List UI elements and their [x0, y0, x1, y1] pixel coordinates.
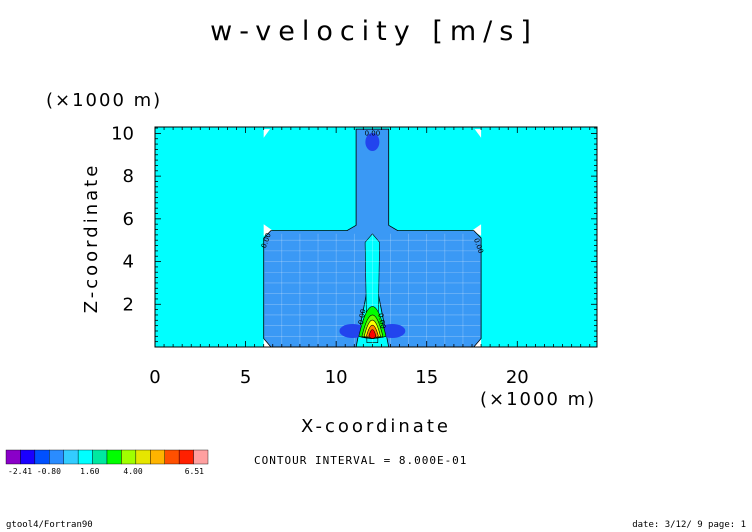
contour-label: 0.00: [376, 313, 387, 330]
colorbar-swatch: [5, 449, 21, 465]
colorbar-label: -0.80: [37, 467, 61, 476]
contour-label: 0.00: [365, 130, 381, 138]
x-tick-label: 15: [415, 367, 438, 388]
contour-field: 0.00 0.000.000.00 0.00: [155, 127, 597, 348]
y-unit-label: (×1000 m): [46, 90, 162, 111]
colorbar: -2.41 -0.80 1.60 4.00 6.51: [5, 449, 209, 476]
y-tick-label: 4: [123, 252, 134, 273]
colorbar-swatch: [20, 449, 36, 465]
blank-corner: [263, 129, 270, 138]
colorbar-label: 6.51: [185, 467, 204, 476]
colorbar-swatch: [164, 449, 180, 465]
contour-interval-label: CONTOUR INTERVAL = 8.000E-01: [254, 454, 467, 467]
y-tick-label: 6: [123, 209, 134, 230]
colorbar-swatch: [178, 449, 194, 465]
colorbar-swatch: [63, 449, 79, 465]
negative-lobe: [365, 132, 380, 151]
y-tick-label: 8: [123, 166, 134, 187]
colorbar-swatch: [150, 449, 165, 465]
positive-core-contour: [368, 329, 377, 339]
colorbar-swatch: [106, 449, 122, 465]
blank-corner: [472, 224, 482, 236]
footer-right: date: 3/12/ 9 page: 1: [632, 520, 746, 530]
y-axis-label: Z-coordinate: [81, 163, 102, 314]
colorbar-swatch: [77, 449, 93, 465]
x-unit-label: (×1000 m): [480, 389, 596, 410]
x-tick-label: 5: [240, 367, 251, 388]
colorbar-label: 4.00: [123, 467, 142, 476]
x-tick-label: 0: [149, 367, 160, 388]
x-tick-label: 10: [325, 367, 348, 388]
chart-title: w-velocity [m/s]: [210, 16, 538, 47]
colorbar-swatch: [121, 449, 137, 465]
colorbar-swatch: [92, 449, 108, 465]
colorbar-label: 1.60: [80, 467, 99, 476]
blank-corner: [474, 129, 482, 138]
y-tick-label: 10: [111, 123, 134, 144]
blank-corner: [263, 224, 273, 236]
footer-left: gtool4/Fortran90: [6, 520, 93, 530]
colorbar-swatch: [49, 449, 64, 465]
axes: 0 5 10 15 20 2 4 6 8 10: [111, 123, 598, 388]
y-tick-label: 2: [123, 294, 134, 315]
colorbar-swatch: [34, 449, 50, 465]
colorbar-label: -2.41: [8, 467, 32, 476]
plot-frame: [154, 126, 598, 348]
x-tick-label: 20: [506, 367, 529, 388]
colorbar-swatch: [193, 449, 209, 465]
colorbar-swatch: [135, 449, 151, 465]
x-axis-label: X-coordinate: [301, 416, 451, 437]
contour-label: 0.00: [357, 308, 368, 325]
